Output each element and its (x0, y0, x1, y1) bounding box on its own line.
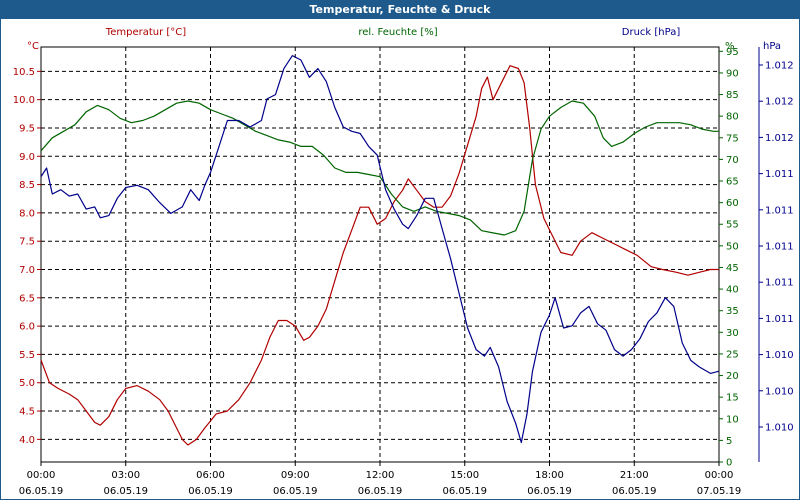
x-tick-date-label: 06.05.19 (273, 486, 318, 497)
pressure-tick-label: 1.011 (765, 278, 794, 289)
pressure-tick-label: 1.012 (765, 97, 794, 108)
temperature-tick-label: 10.0 (13, 95, 35, 106)
temperature-tick-label: 8.0 (19, 208, 35, 219)
x-tick-time-label: 12:00 (366, 470, 395, 481)
pressure-tick-label: 1.011 (765, 169, 794, 180)
x-tick-time-label: 03:00 (111, 470, 140, 481)
temperature-unit-label: °C (27, 41, 39, 52)
x-tick-time-label: 00:00 (27, 470, 56, 481)
humidity-tick-label: 10 (726, 414, 739, 425)
pressure-tick-label: 1.011 (765, 205, 794, 216)
humidity-tick-label: 55 (726, 220, 739, 231)
humidity-tick-label: 90 (726, 68, 739, 79)
humidity-tick-label: 5 (726, 436, 732, 447)
legend-label-temperature: Temperatur [°C] (105, 27, 186, 38)
x-tick-time-label: 21:00 (620, 470, 649, 481)
humidity-tick-label: 95 (726, 47, 739, 58)
humidity-tick-label: 30 (726, 328, 739, 339)
pressure-tick-label: 1.011 (765, 314, 794, 325)
pressure-tick-label: 1.012 (765, 133, 794, 144)
humidity-tick-label: 25 (726, 349, 739, 360)
humidity-unit-label: % (725, 41, 735, 52)
x-tick-date-label: 06.05.19 (442, 486, 487, 497)
humidity-tick-label: 65 (726, 177, 739, 188)
humidity-tick-label: 20 (726, 371, 739, 382)
x-tick-time-label: 18:00 (535, 470, 564, 481)
pressure-tick-label: 1.010 (765, 423, 794, 434)
temperature-tick-label: 7.5 (19, 237, 35, 248)
window-title: Temperatur, Feuchte & Druck (1, 1, 799, 19)
humidity-tick-label: 70 (726, 155, 739, 166)
temperature-tick-label: 5.5 (19, 350, 35, 361)
humidity-tick-label: 85 (726, 90, 739, 101)
line-chart: °C 4.0 4.5 5.0 5.5 6.0 6.5 7.0 7.5 8.0 8.5 9.0 9.5 10… (13, 27, 794, 497)
temperature-tick-label: 5.0 (19, 378, 35, 389)
legend-label-humidity: rel. Feuchte [%] (358, 27, 437, 38)
temperature-tick-label: 6.5 (19, 293, 35, 304)
x-tick-date-label: 06.05.19 (188, 486, 233, 497)
series-line-pressure (40, 54, 720, 444)
x-tick-time-label: 09:00 (281, 470, 310, 481)
temperature-tick-label: 4.5 (19, 407, 35, 418)
temperature-tick-label: 7.0 (19, 265, 35, 276)
legend-label-pressure: Druck [hPa] (622, 27, 681, 38)
humidity-tick-label: 15 (726, 393, 739, 404)
temperature-tick-label: 10.5 (13, 67, 35, 78)
series-line-humidity (40, 100, 719, 236)
x-tick-time-label: 00:00 (705, 470, 734, 481)
humidity-tick-label: 35 (726, 306, 739, 317)
humidity-tick-label: 50 (726, 241, 739, 252)
temperature-tick-label: 8.5 (19, 180, 35, 191)
humidity-tick-label: 80 (726, 112, 739, 123)
pressure-unit-label: hPa (763, 41, 781, 52)
pressure-tick-label: 1.010 (765, 386, 794, 397)
x-tick-date-label: 06.05.19 (527, 486, 572, 497)
humidity-tick-label: 45 (726, 263, 739, 274)
temperature-tick-label: 4.0 (19, 435, 35, 446)
x-tick-time-label: 15:00 (450, 470, 479, 481)
series-line-temperature (40, 65, 719, 446)
humidity-tick-label: 0 (726, 458, 732, 469)
x-tick-date-label: 06.05.19 (612, 486, 657, 497)
x-tick-date-label: 06.05.19 (358, 486, 403, 497)
pressure-tick-label: 1.011 (765, 242, 794, 253)
x-tick-date-label: 06.05.19 (19, 486, 64, 497)
humidity-tick-label: 75 (726, 133, 739, 144)
x-tick-date-label: 06.05.19 (103, 486, 148, 497)
x-tick-date-label: 07.05.19 (697, 486, 742, 497)
temperature-tick-label: 6.0 (19, 322, 35, 333)
pressure-tick-label: 1.010 (765, 350, 794, 361)
x-tick-time-label: 06:00 (196, 470, 225, 481)
humidity-tick-label: 60 (726, 198, 739, 209)
temperature-tick-label: 9.0 (19, 152, 35, 163)
humidity-tick-label: 40 (726, 285, 739, 296)
pressure-tick-label: 1.012 (765, 61, 794, 72)
temperature-tick-label: 9.5 (19, 123, 35, 134)
